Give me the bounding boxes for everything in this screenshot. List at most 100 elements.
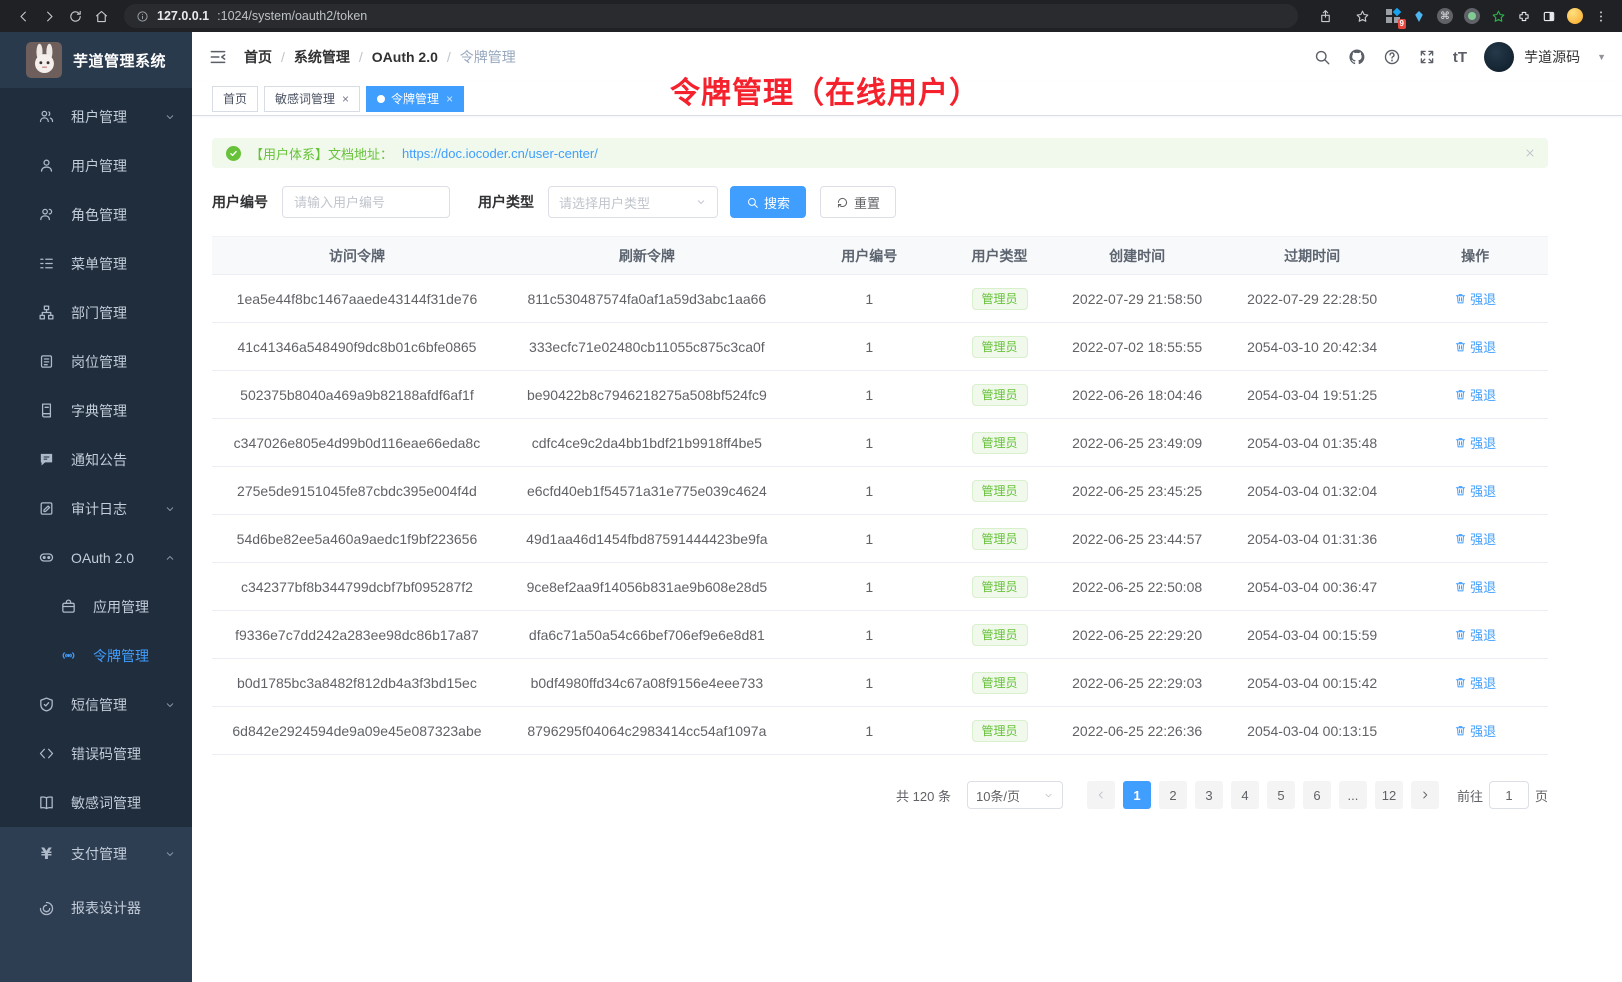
pager-page-button-3[interactable]: 3 [1194,781,1223,809]
pager-prev-button[interactable] [1086,781,1115,809]
page-size-select[interactable]: 10条/页 [966,781,1063,809]
sidebar-item-通知公告[interactable]: 通知公告 [0,435,192,484]
command-extension-icon[interactable]: ⌘ [1437,8,1453,24]
table-row: 1ea5e44f8bc1467aaede43144f31de76 811c5304… [212,274,1548,323]
expire-time-cell: 2054-03-10 20:42:34 [1221,322,1403,371]
user-id-cell: 1 [791,274,947,323]
evernote-star-icon[interactable] [1491,9,1506,24]
force-logout-link[interactable]: 强退 [1454,289,1496,308]
access-token-cell: 1ea5e44f8bc1467aaede43144f31de76 [212,274,502,323]
bookmark-star-icon[interactable] [1349,4,1375,28]
success-check-icon [226,145,241,161]
github-icon[interactable] [1348,48,1366,66]
search-icon[interactable] [1313,48,1331,66]
sidebar-item-用户管理[interactable]: 用户管理 [0,141,192,190]
user-type-select[interactable]: 请选择用户类型 [548,186,718,218]
sidebar-item-报表设计器[interactable]: 报表设计器 [0,881,192,935]
font-size-icon[interactable]: tT [1452,48,1468,66]
force-logout-link[interactable]: 强退 [1454,673,1496,692]
sidebar-item-短信管理[interactable]: 短信管理 [0,680,192,729]
sidebar-item-菜单管理[interactable]: 菜单管理 [0,239,192,288]
sidebar-item-令牌管理[interactable]: 令牌管理 [0,631,192,680]
sidebar-item-label: 敏感词管理 [71,794,141,811]
pager-next-button[interactable] [1410,781,1439,809]
create-time-cell: 2022-06-25 23:49:09 [1052,418,1222,467]
collapse-sidebar-icon[interactable] [208,47,228,67]
share-icon[interactable] [1312,4,1338,28]
force-logout-link[interactable]: 强退 [1454,721,1496,740]
user-type-cell: 管理员 [946,514,1053,563]
breadcrumb-item[interactable]: OAuth 2.0 [371,49,438,65]
user-avatar[interactable] [1484,42,1515,72]
user-id-input[interactable] [282,186,450,218]
force-logout-link[interactable]: 强退 [1454,625,1496,644]
breadcrumb-item[interactable]: 首页 [244,49,272,65]
help-icon[interactable] [1383,48,1401,66]
force-logout-link[interactable]: 强退 [1454,529,1496,548]
search-button[interactable]: 搜索 [730,186,807,218]
force-logout-link[interactable]: 强退 [1454,385,1496,404]
split-view-icon[interactable] [1542,9,1556,23]
sidebar-item-错误码管理[interactable]: 错误码管理 [0,729,192,778]
goto-page-input[interactable] [1488,781,1529,809]
pager-page-button-5[interactable]: 5 [1266,781,1295,809]
tab-首页[interactable]: 首页 [212,85,259,112]
user-caret-icon[interactable]: ▼ [1597,52,1606,62]
force-logout-link[interactable]: 强退 [1454,337,1496,356]
reload-icon[interactable] [62,4,88,28]
tab-close-icon[interactable]: × [446,91,454,106]
home-icon[interactable] [88,4,114,28]
create-time-cell: 2022-06-25 22:50:08 [1052,562,1222,611]
sidebar-item-租户管理[interactable]: 租户管理 [0,92,192,141]
pager-page-button-2[interactable]: 2 [1158,781,1187,809]
force-logout-link[interactable]: 强退 [1454,577,1496,596]
sidebar-item-敏感词管理[interactable]: 敏感词管理 [0,778,192,827]
force-logout-link[interactable]: 强退 [1454,481,1496,500]
back-icon[interactable] [10,4,36,28]
chevron-down-icon [695,196,707,208]
record-extension-icon[interactable] [1464,8,1480,24]
pager-page-button-6[interactable]: 6 [1302,781,1331,809]
pager-page-button-12[interactable]: 12 [1374,781,1403,809]
table-row: 54d6be82ee5a460a9aedc1f9bf223656 49d1aa46… [212,514,1548,563]
browser-menu-icon[interactable] [1594,8,1608,24]
column-header-刷新令牌: 刷新令牌 [501,236,792,275]
gem-extension-icon[interactable] [1412,9,1426,23]
pager-ellipsis-button[interactable]: ... [1338,781,1367,809]
tab-敏感词管理[interactable]: 敏感词管理 × [264,85,361,112]
profile-emoji-icon[interactable] [1567,8,1583,24]
fullscreen-icon[interactable] [1418,48,1436,66]
pager-page-button-4[interactable]: 4 [1230,781,1259,809]
sidebar-item-审计日志[interactable]: 审计日志 [0,484,192,533]
site-info-icon[interactable] [136,10,149,23]
refresh-icon [836,196,849,209]
puzzle-extensions-icon[interactable] [1517,9,1531,23]
action-cell: 强退 [1402,658,1548,707]
breadcrumb-separator: / [446,49,451,65]
sms-icon [38,696,55,713]
alert-close-icon[interactable] [1524,147,1536,159]
sidebar-item-应用管理[interactable]: 应用管理 [0,582,192,631]
username[interactable]: 芋道源码 [1524,49,1581,65]
sidebar-item-部门管理[interactable]: 部门管理 [0,288,192,337]
extension-grid-icon[interactable]: 9 [1386,7,1406,29]
sidebar-item-支付管理[interactable]: ¥ 支付管理 [0,827,192,881]
doc-link[interactable]: https://doc.iocoder.cn/user-center/ [402,145,598,161]
pager-page-button-1[interactable]: 1 [1122,781,1151,809]
breadcrumb-item[interactable]: 系统管理 [293,49,350,65]
sidebar-item-OAuth 2.0[interactable]: OAuth 2.0 [0,533,192,582]
sidebar-item-角色管理[interactable]: 角色管理 [0,190,192,239]
sidebar-item-岗位管理[interactable]: 岗位管理 [0,337,192,386]
sidebar-item-字典管理[interactable]: 字典管理 [0,386,192,435]
log-icon [38,500,55,517]
reset-button[interactable]: 重置 [820,186,897,218]
force-logout-link[interactable]: 强退 [1454,433,1496,452]
user-id-cell: 1 [791,418,947,467]
address-bar[interactable]: 127.0.0.1 :1024/system/oauth2/token [124,4,1298,28]
access-token-cell: 6d842e2924594de9a09e45e087323abe [212,706,502,755]
forward-icon[interactable] [36,4,62,28]
tab-close-icon[interactable]: × [342,91,350,106]
breadcrumb-separator: / [281,49,285,65]
tab-令牌管理[interactable]: 令牌管理 × [366,85,465,112]
app-logo[interactable]: 芋道管理系统 [0,32,192,88]
